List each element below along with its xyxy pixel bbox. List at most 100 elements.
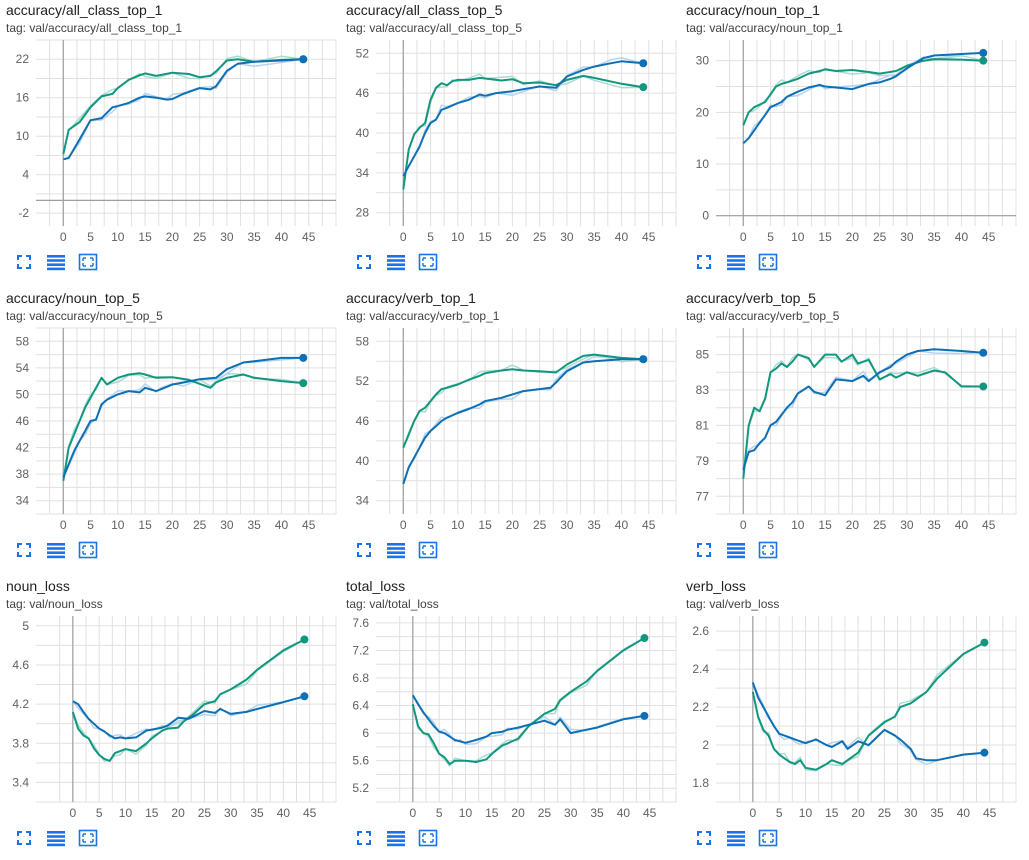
x-tick-label: 5: [87, 518, 94, 532]
series-end-point[interactable]: [299, 55, 308, 64]
raw-series-line: [402, 355, 644, 485]
line-chart[interactable]: 0 5 10 15 20 25 30 35 40 45 0 10 20 30: [680, 38, 1020, 246]
fit-domain-icon[interactable]: [418, 252, 438, 272]
chart-card: accuracy/all_class_top_5 tag: val/accurac…: [340, 0, 680, 284]
chart-plot[interactable]: 0 5 10 15 20 25 30 35 40 45 1.8 2 2.2 2.4 2.6: [680, 614, 1020, 822]
data-table-icon[interactable]: [46, 540, 66, 560]
data-table-icon[interactable]: [46, 252, 66, 272]
chart-plot[interactable]: 0 5 10 15 20 25 30 35 40 45 77 79 81 83 85: [680, 326, 1020, 534]
series-end-point[interactable]: [979, 56, 988, 65]
expand-icon[interactable]: [14, 252, 34, 272]
chart-plot[interactable]: 0 5 10 15 20 25 30 35 40 45 0 10 20 30: [680, 38, 1020, 246]
series-end-point[interactable]: [640, 634, 649, 643]
chart-tag: tag: val/accuracy/noun_top_1: [686, 21, 843, 35]
series-line[interactable]: [742, 51, 984, 145]
series-line[interactable]: [742, 348, 984, 470]
chart-toolbar: [354, 828, 450, 848]
x-tick-label: 40: [955, 518, 969, 532]
series-end-point[interactable]: [979, 48, 988, 57]
expand-icon[interactable]: [14, 828, 34, 848]
fit-domain-icon[interactable]: [418, 828, 438, 848]
series-line[interactable]: [411, 637, 645, 766]
chart-plot[interactable]: 0 5 10 15 20 25 30 35 40 45 -2 4 10 16 22: [0, 38, 340, 246]
series-line[interactable]: [411, 694, 645, 744]
series-end-point[interactable]: [300, 692, 309, 701]
raw-series-line: [402, 57, 644, 177]
chart-toolbar: [694, 828, 790, 848]
series-line[interactable]: [751, 682, 985, 762]
y-tick-label: 52: [356, 46, 370, 60]
line-chart[interactable]: 0 5 10 15 20 25 30 35 40 45 28 34 40 46 52: [340, 38, 680, 246]
line-chart[interactable]: 0 5 10 15 20 25 30 35 40 45 34 40 46 52 58: [340, 326, 680, 534]
series-end-point[interactable]: [980, 748, 989, 757]
expand-icon[interactable]: [354, 540, 374, 560]
chart-plot[interactable]: 0 5 10 15 20 25 30 35 40 45 28 34 40 46 52: [340, 38, 680, 246]
series-line[interactable]: [63, 58, 304, 161]
fit-domain-icon[interactable]: [78, 252, 98, 272]
fit-domain-icon[interactable]: [78, 540, 98, 560]
data-table-icon[interactable]: [726, 252, 746, 272]
x-tick-label: 35: [588, 518, 602, 532]
line-chart[interactable]: 0 5 10 15 20 25 30 35 40 45 77 79 81 83 85: [680, 326, 1020, 534]
series-line[interactable]: [751, 641, 985, 771]
y-tick-label: 52: [356, 374, 370, 388]
x-tick-label: 0: [400, 230, 407, 244]
expand-icon[interactable]: [14, 540, 34, 560]
chart-plot[interactable]: 0 5 10 15 20 25 30 35 40 45 5.2 5.6 6 6.4 6.8 7.2 7.6: [340, 614, 680, 822]
expand-icon[interactable]: [354, 252, 374, 272]
series-end-point[interactable]: [639, 355, 648, 364]
data-table-icon[interactable]: [386, 540, 406, 560]
chart-plot[interactable]: 0 5 10 15 20 25 30 35 40 45 34 40 46 52 58: [340, 326, 680, 534]
line-chart[interactable]: 0 5 10 15 20 25 30 35 40 45 3.4 3.8 4.2 4.6 5: [0, 614, 340, 822]
series-line[interactable]: [402, 353, 644, 448]
expand-icon[interactable]: [354, 828, 374, 848]
data-table-icon[interactable]: [726, 540, 746, 560]
line-chart[interactable]: 0 5 10 15 20 25 30 35 40 45 1.8 2 2.2 2.4 2.6: [680, 614, 1020, 822]
x-tick-label: 35: [928, 230, 942, 244]
fit-domain-icon[interactable]: [758, 828, 778, 848]
series-end-point[interactable]: [299, 353, 308, 362]
series-line[interactable]: [402, 74, 644, 190]
series-end-point[interactable]: [979, 348, 988, 357]
chart-tag: tag: val/total_loss: [346, 597, 439, 611]
series-end-point[interactable]: [639, 83, 648, 92]
data-table-icon[interactable]: [726, 828, 746, 848]
series-line[interactable]: [402, 60, 644, 177]
series-line[interactable]: [62, 372, 304, 481]
x-tick-label: 25: [198, 806, 212, 820]
chart-tag: tag: val/accuracy/all_class_top_5: [346, 21, 523, 35]
chart-plot[interactable]: 0 5 10 15 20 25 30 35 40 45 34 38 42 46 50 54 58: [0, 326, 340, 534]
line-chart[interactable]: 0 5 10 15 20 25 30 35 40 45 5.2 5.6 6 6.4 6.8 7.2 7.6: [340, 614, 680, 822]
x-tick-label: 40: [957, 806, 971, 820]
series-line[interactable]: [742, 353, 984, 479]
data-table-icon[interactable]: [386, 828, 406, 848]
y-tick-label: 3.8: [12, 736, 29, 750]
fit-domain-icon[interactable]: [758, 540, 778, 560]
x-tick-label: 35: [248, 518, 262, 532]
data-table-icon[interactable]: [46, 828, 66, 848]
line-chart[interactable]: 0 5 10 15 20 25 30 35 40 45 34 38 42 46 50 54 58: [0, 326, 340, 534]
fit-domain-icon[interactable]: [758, 252, 778, 272]
data-table-icon[interactable]: [386, 252, 406, 272]
series-line[interactable]: [62, 356, 304, 478]
expand-icon[interactable]: [694, 252, 714, 272]
y-tick-label: 7.6: [352, 616, 369, 630]
series-end-point[interactable]: [980, 638, 989, 647]
series-end-point[interactable]: [299, 379, 308, 388]
fit-domain-icon[interactable]: [78, 828, 98, 848]
series-line[interactable]: [742, 58, 984, 126]
expand-icon[interactable]: [694, 828, 714, 848]
series-line[interactable]: [62, 58, 304, 155]
series-end-point[interactable]: [639, 59, 648, 68]
fit-domain-icon[interactable]: [418, 540, 438, 560]
series-end-point[interactable]: [979, 382, 988, 391]
expand-icon[interactable]: [694, 540, 714, 560]
series-line[interactable]: [71, 638, 305, 762]
line-chart[interactable]: 0 5 10 15 20 25 30 35 40 45 -2 4 10 16 22: [0, 38, 340, 246]
series-end-point[interactable]: [300, 635, 309, 644]
chart-plot[interactable]: 0 5 10 15 20 25 30 35 40 45 3.4 3.8 4.2 4.6 5: [0, 614, 340, 822]
y-tick-label: 4.6: [12, 658, 29, 672]
series-end-point[interactable]: [640, 711, 649, 720]
series-line[interactable]: [402, 358, 644, 485]
series-line[interactable]: [72, 695, 305, 740]
